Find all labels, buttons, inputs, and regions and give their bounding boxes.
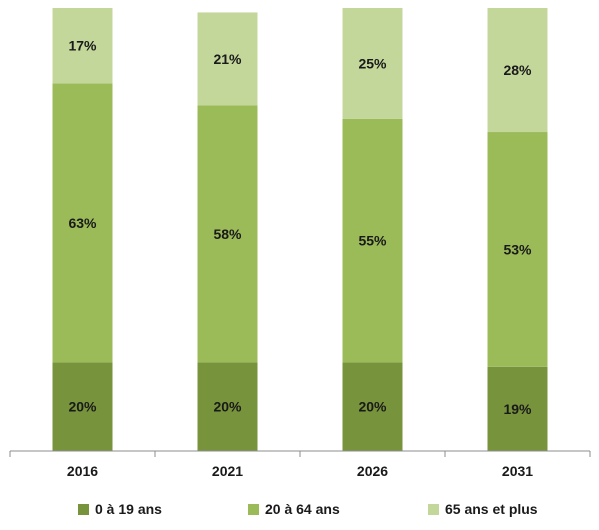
x-axis-labels: 2016 2021 2026 2031 [67,463,533,479]
data-label-2031-series-1: 19% [503,401,532,417]
data-label-2026-series-2: 55% [358,233,387,249]
x-axis-ticks [9,451,591,457]
bar-2031-series-3 [487,8,548,133]
x-tick-label-2026: 2026 [357,463,388,479]
bar-2031-series-2 [487,132,548,367]
x-tick-label-2031: 2031 [502,463,533,479]
data-label-2021-series-3: 21% [213,51,242,67]
legend-swatch-series-1 [78,504,89,515]
bar-2016-series-1 [52,362,113,451]
bar-2031-series-1 [487,366,548,451]
bar-2021-series-3 [197,12,258,106]
legend: 0 à 19 ans 20 à 64 ans 65 ans et plus [78,501,538,517]
bar-2016-series-3 [52,8,113,84]
legend-swatch-series-3 [428,504,439,515]
bar-2026-series-2 [342,118,403,363]
bar-2021-series-1 [197,362,258,451]
data-label-2016-series-2: 63% [68,215,97,231]
legend-label-series-2: 20 à 64 ans [265,501,340,517]
bar-2026-series-3 [342,8,403,119]
data-label-2016-series-3: 17% [68,38,97,54]
legend-label-series-3: 65 ans et plus [445,501,538,517]
bar-2016-series-2 [52,83,113,363]
bar-2026-series-1 [342,362,403,451]
data-label-2031-series-3: 28% [503,62,532,78]
data-label-2026-series-3: 25% [358,55,387,71]
x-tick-label-2021: 2021 [212,463,243,479]
x-tick-label-2016: 2016 [67,463,98,479]
bars-group: 20% 63% 17% 20% 58% 21% 20% 55% 25% 19% 53% 28% [52,8,548,451]
data-label-2016-series-1: 20% [68,399,97,415]
data-label-2031-series-2: 53% [503,241,532,257]
data-label-2021-series-1: 20% [213,399,242,415]
data-label-2026-series-1: 20% [358,399,387,415]
legend-swatch-series-2 [248,504,259,515]
bar-2021-series-2 [197,105,258,363]
data-label-2021-series-2: 58% [213,226,242,242]
legend-label-series-1: 0 à 19 ans [95,501,162,517]
